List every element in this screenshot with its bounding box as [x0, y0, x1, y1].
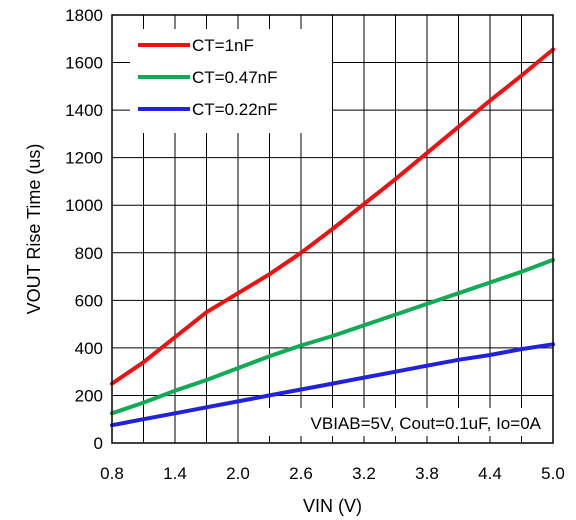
legend-label: CT=1nF	[192, 36, 254, 55]
y-tick-label: 1200	[65, 149, 103, 168]
x-tick-label: 2.6	[289, 464, 313, 483]
series-line	[110, 257, 555, 416]
x-tick-label: 1.4	[163, 464, 187, 483]
y-tick-label: 1400	[65, 101, 103, 120]
y-tick-label: 200	[75, 386, 103, 405]
x-axis-label: VIN (V)	[303, 496, 362, 516]
x-tick-label: 0.8	[100, 464, 124, 483]
x-tick-label: 3.8	[415, 464, 439, 483]
x-tick-label: 2.0	[226, 464, 250, 483]
x-tick-labels: 0.8 1.4 2.0 2.6 3.2 3.8 4.4 5.0	[100, 464, 565, 483]
y-axis-label: VOUT Rise Time (us)	[24, 144, 44, 315]
series-layer	[110, 47, 555, 428]
series-line	[110, 47, 555, 386]
legend-label: CT=0.22nF	[192, 100, 278, 119]
x-tick-label: 3.2	[352, 464, 376, 483]
test-conditions-annotation: VBIAB=5V, Cout=0.1uF, Io=0A	[311, 414, 542, 433]
y-tick-label: 1600	[65, 54, 103, 73]
y-tick-label: 1800	[65, 6, 103, 25]
y-tick-label: 1000	[65, 196, 103, 215]
annotation-background	[240, 408, 546, 436]
x-tick-label: 4.4	[478, 464, 502, 483]
legend-label: CT=0.47nF	[192, 68, 278, 87]
y-tick-label: 600	[75, 291, 103, 310]
y-tick-label: 800	[75, 244, 103, 263]
series-line	[110, 342, 555, 428]
y-tick-labels: 0 200 400 600 800 1000 1200 1400 1600 1800	[65, 6, 103, 453]
plot-frame	[111, 14, 554, 444]
legend: CT=1nF CT=0.47nF CT=0.22nF	[130, 29, 332, 133]
y-tick-label: 0	[94, 434, 103, 453]
y-tick-label: 400	[75, 339, 103, 358]
x-tick-label: 5.0	[541, 464, 565, 483]
